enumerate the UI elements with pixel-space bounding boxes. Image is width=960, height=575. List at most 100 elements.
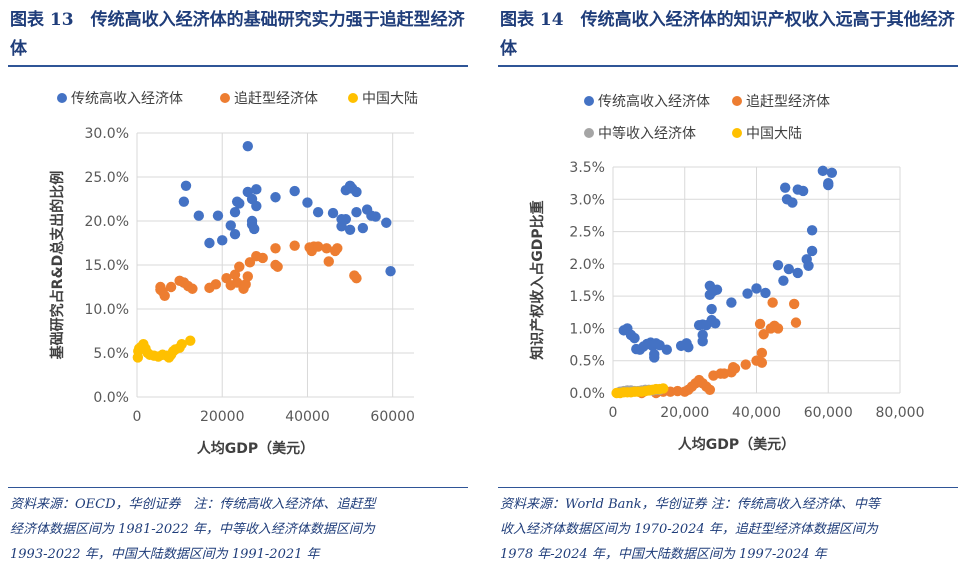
data-point bbox=[234, 198, 245, 209]
legend-label: 追赶型经济体 bbox=[746, 94, 830, 110]
legend-marker bbox=[732, 128, 742, 138]
data-point bbox=[357, 222, 369, 234]
data-point bbox=[751, 283, 762, 294]
data-point bbox=[683, 341, 694, 353]
data-point bbox=[193, 210, 204, 221]
data-point bbox=[704, 384, 716, 395]
x-tick-label: 80,000 bbox=[876, 405, 925, 421]
data-point bbox=[740, 359, 751, 370]
source-note: 资料来源：OECD，华创证券 注：传统高收入经济体、追赶型 经济体数据区间为 1… bbox=[10, 492, 470, 567]
data-point bbox=[229, 229, 241, 240]
x-tick-label: 0 bbox=[133, 409, 142, 425]
data-point bbox=[351, 207, 362, 218]
data-point bbox=[710, 318, 721, 329]
data-point bbox=[742, 288, 753, 299]
data-point bbox=[788, 298, 800, 310]
data-point bbox=[756, 357, 768, 368]
data-point bbox=[327, 207, 339, 219]
data-point bbox=[754, 318, 766, 330]
data-point bbox=[803, 260, 814, 271]
legend-label: 中国大陆 bbox=[362, 91, 418, 107]
data-point bbox=[180, 180, 192, 191]
data-point bbox=[159, 290, 170, 301]
note-line: 资料来源：OECD，华创证券 注：传统高收入经济体、追赶型 bbox=[10, 497, 376, 512]
data-point bbox=[176, 339, 187, 350]
data-point bbox=[217, 235, 228, 246]
data-point bbox=[787, 197, 798, 208]
data-point bbox=[340, 214, 352, 225]
data-point bbox=[270, 243, 281, 254]
data-point bbox=[244, 257, 256, 268]
y-tick-label: 1.5% bbox=[569, 289, 605, 305]
data-point bbox=[706, 303, 717, 315]
data-point bbox=[826, 167, 838, 179]
x-tick-label: 0 bbox=[609, 405, 618, 421]
y-tick-label: 5.0% bbox=[93, 346, 129, 362]
data-point bbox=[729, 363, 741, 374]
y-tick-label: 0.5% bbox=[569, 354, 605, 370]
data-point bbox=[289, 240, 300, 251]
legend-marker bbox=[220, 93, 230, 103]
data-point bbox=[257, 252, 268, 264]
figure-title: 图表 13 传统高收入经济体的基础研究实力强于追赶型经济体 bbox=[10, 10, 465, 59]
x-tick-label: 60,000 bbox=[804, 405, 853, 421]
y-axis-title: 基础研究占R&D总支出的比例 bbox=[49, 171, 66, 360]
data-point bbox=[251, 184, 262, 195]
y-tick-label: 25.0% bbox=[85, 170, 129, 186]
note-line: 1978 年-2024 年，中国大陆数据区间为 1997-2024 年 bbox=[500, 547, 827, 562]
data-point bbox=[783, 263, 794, 275]
data-point bbox=[242, 271, 253, 282]
data-point bbox=[312, 241, 324, 252]
y-tick-label: 2.5% bbox=[569, 225, 605, 241]
data-point bbox=[758, 329, 769, 340]
title-divider bbox=[8, 65, 468, 67]
note-line: 收入经济体数据区间为 1970-2024 年，追赶型经济体数据区间为 bbox=[500, 522, 878, 537]
figure-14: 图表 14 传统高收入经济体的知识产权收入远高于其他经济体 0 20,000 40,… bbox=[490, 0, 960, 575]
y-tick-label: 0.0% bbox=[93, 390, 129, 406]
data-point bbox=[351, 186, 362, 198]
note-line: 资料来源：World Bank，华创证券 注：传统高收入经济体、中等 bbox=[500, 497, 880, 512]
legend-label: 传统高收入经济体 bbox=[598, 93, 710, 110]
data-point bbox=[697, 336, 708, 347]
data-point bbox=[321, 243, 332, 254]
data-point bbox=[240, 279, 251, 290]
data-point bbox=[806, 245, 818, 257]
figure-13: 图表 13 传统高收入经济体的基础研究实力强于追赶型经济体 0 20000 4000… bbox=[0, 0, 470, 575]
legend-marker bbox=[732, 96, 742, 106]
y-tick-label: 3.5% bbox=[569, 160, 605, 176]
source-note: 资料来源：World Bank，华创证券 注：传统高收入经济体、中等 收入经济体… bbox=[500, 492, 960, 567]
data-point bbox=[178, 196, 190, 207]
legend-marker bbox=[348, 93, 358, 103]
data-point bbox=[790, 317, 802, 328]
y-tick-label: 30.0% bbox=[85, 126, 129, 142]
y-tick-label: 0.0% bbox=[569, 386, 605, 402]
y-axis-title: 知识产权收入占GDP比重 bbox=[529, 200, 546, 359]
data-point bbox=[797, 185, 809, 197]
data-point bbox=[332, 243, 343, 254]
data-point bbox=[780, 182, 791, 193]
data-point bbox=[767, 297, 778, 308]
x-tick-label: 20,000 bbox=[660, 405, 709, 421]
data-point bbox=[248, 223, 260, 235]
data-point bbox=[165, 281, 177, 293]
data-point bbox=[204, 237, 215, 249]
data-point bbox=[385, 265, 396, 277]
data-point bbox=[772, 259, 784, 271]
data-point bbox=[756, 347, 768, 359]
note-divider bbox=[8, 487, 468, 488]
data-point bbox=[629, 332, 640, 344]
data-point bbox=[229, 207, 241, 218]
data-point bbox=[229, 269, 241, 280]
x-tick-label: 40,000 bbox=[732, 405, 781, 421]
data-point bbox=[381, 217, 392, 228]
y-tick-label: 3.0% bbox=[569, 192, 605, 208]
data-point bbox=[772, 323, 784, 334]
data-point bbox=[344, 224, 356, 235]
legend-label: 传统高收入经济体 bbox=[71, 90, 183, 107]
data-point bbox=[212, 210, 224, 221]
legend-label: 中国大陆 bbox=[746, 126, 802, 142]
scatter-chart-13: 0 20000 40000 60000 0.0% 5.0% 10.0% 15.0% 20.0% 2… bbox=[49, 90, 418, 457]
data-point bbox=[242, 141, 253, 152]
y-tick-label: 10.0% bbox=[85, 302, 129, 318]
data-point bbox=[187, 283, 198, 294]
